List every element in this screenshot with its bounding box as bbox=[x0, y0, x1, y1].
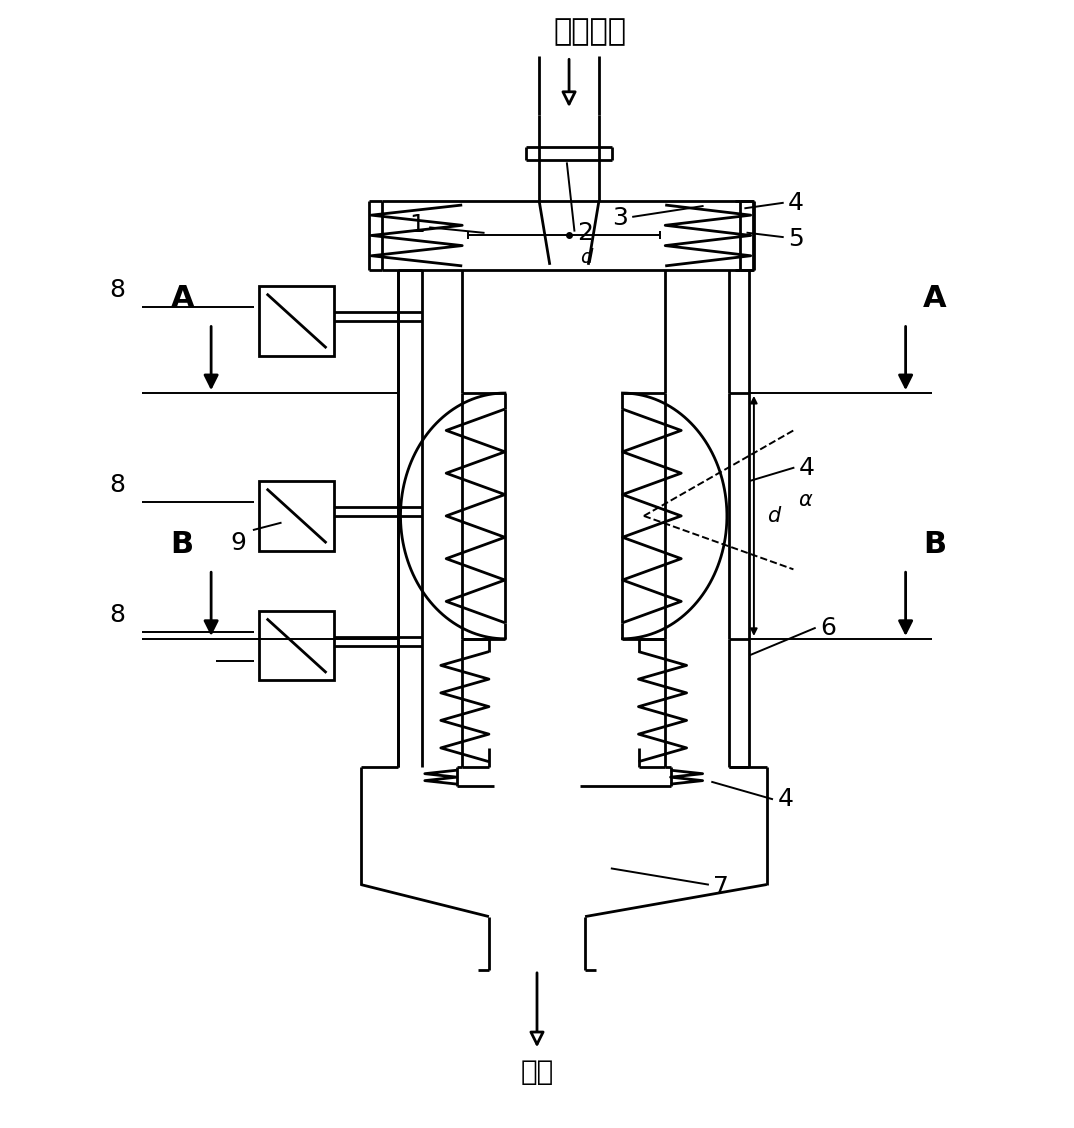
Text: B: B bbox=[923, 530, 946, 558]
Text: 6: 6 bbox=[821, 616, 837, 640]
Text: 4: 4 bbox=[788, 191, 804, 214]
Text: d: d bbox=[580, 248, 592, 267]
Text: A: A bbox=[171, 284, 194, 312]
Text: 4: 4 bbox=[799, 456, 815, 479]
Text: 7: 7 bbox=[713, 874, 729, 899]
Bar bbox=[259, 611, 334, 680]
Bar bbox=[259, 482, 334, 550]
Text: 8: 8 bbox=[110, 473, 126, 496]
Text: A: A bbox=[923, 284, 946, 312]
Text: 3: 3 bbox=[612, 205, 628, 230]
Text: d: d bbox=[767, 506, 780, 526]
Text: 2: 2 bbox=[578, 221, 594, 245]
Text: 产物: 产物 bbox=[521, 1058, 553, 1085]
Text: 4: 4 bbox=[778, 787, 794, 811]
Text: 5: 5 bbox=[788, 227, 803, 252]
Bar bbox=[259, 287, 334, 355]
Text: 8: 8 bbox=[110, 602, 126, 626]
Text: 9: 9 bbox=[231, 531, 246, 555]
Text: 8: 8 bbox=[110, 277, 126, 301]
Text: α: α bbox=[799, 490, 813, 510]
Text: B: B bbox=[171, 530, 193, 558]
Text: 1: 1 bbox=[409, 213, 425, 237]
Text: 尿素溶液: 尿素溶液 bbox=[554, 17, 627, 46]
